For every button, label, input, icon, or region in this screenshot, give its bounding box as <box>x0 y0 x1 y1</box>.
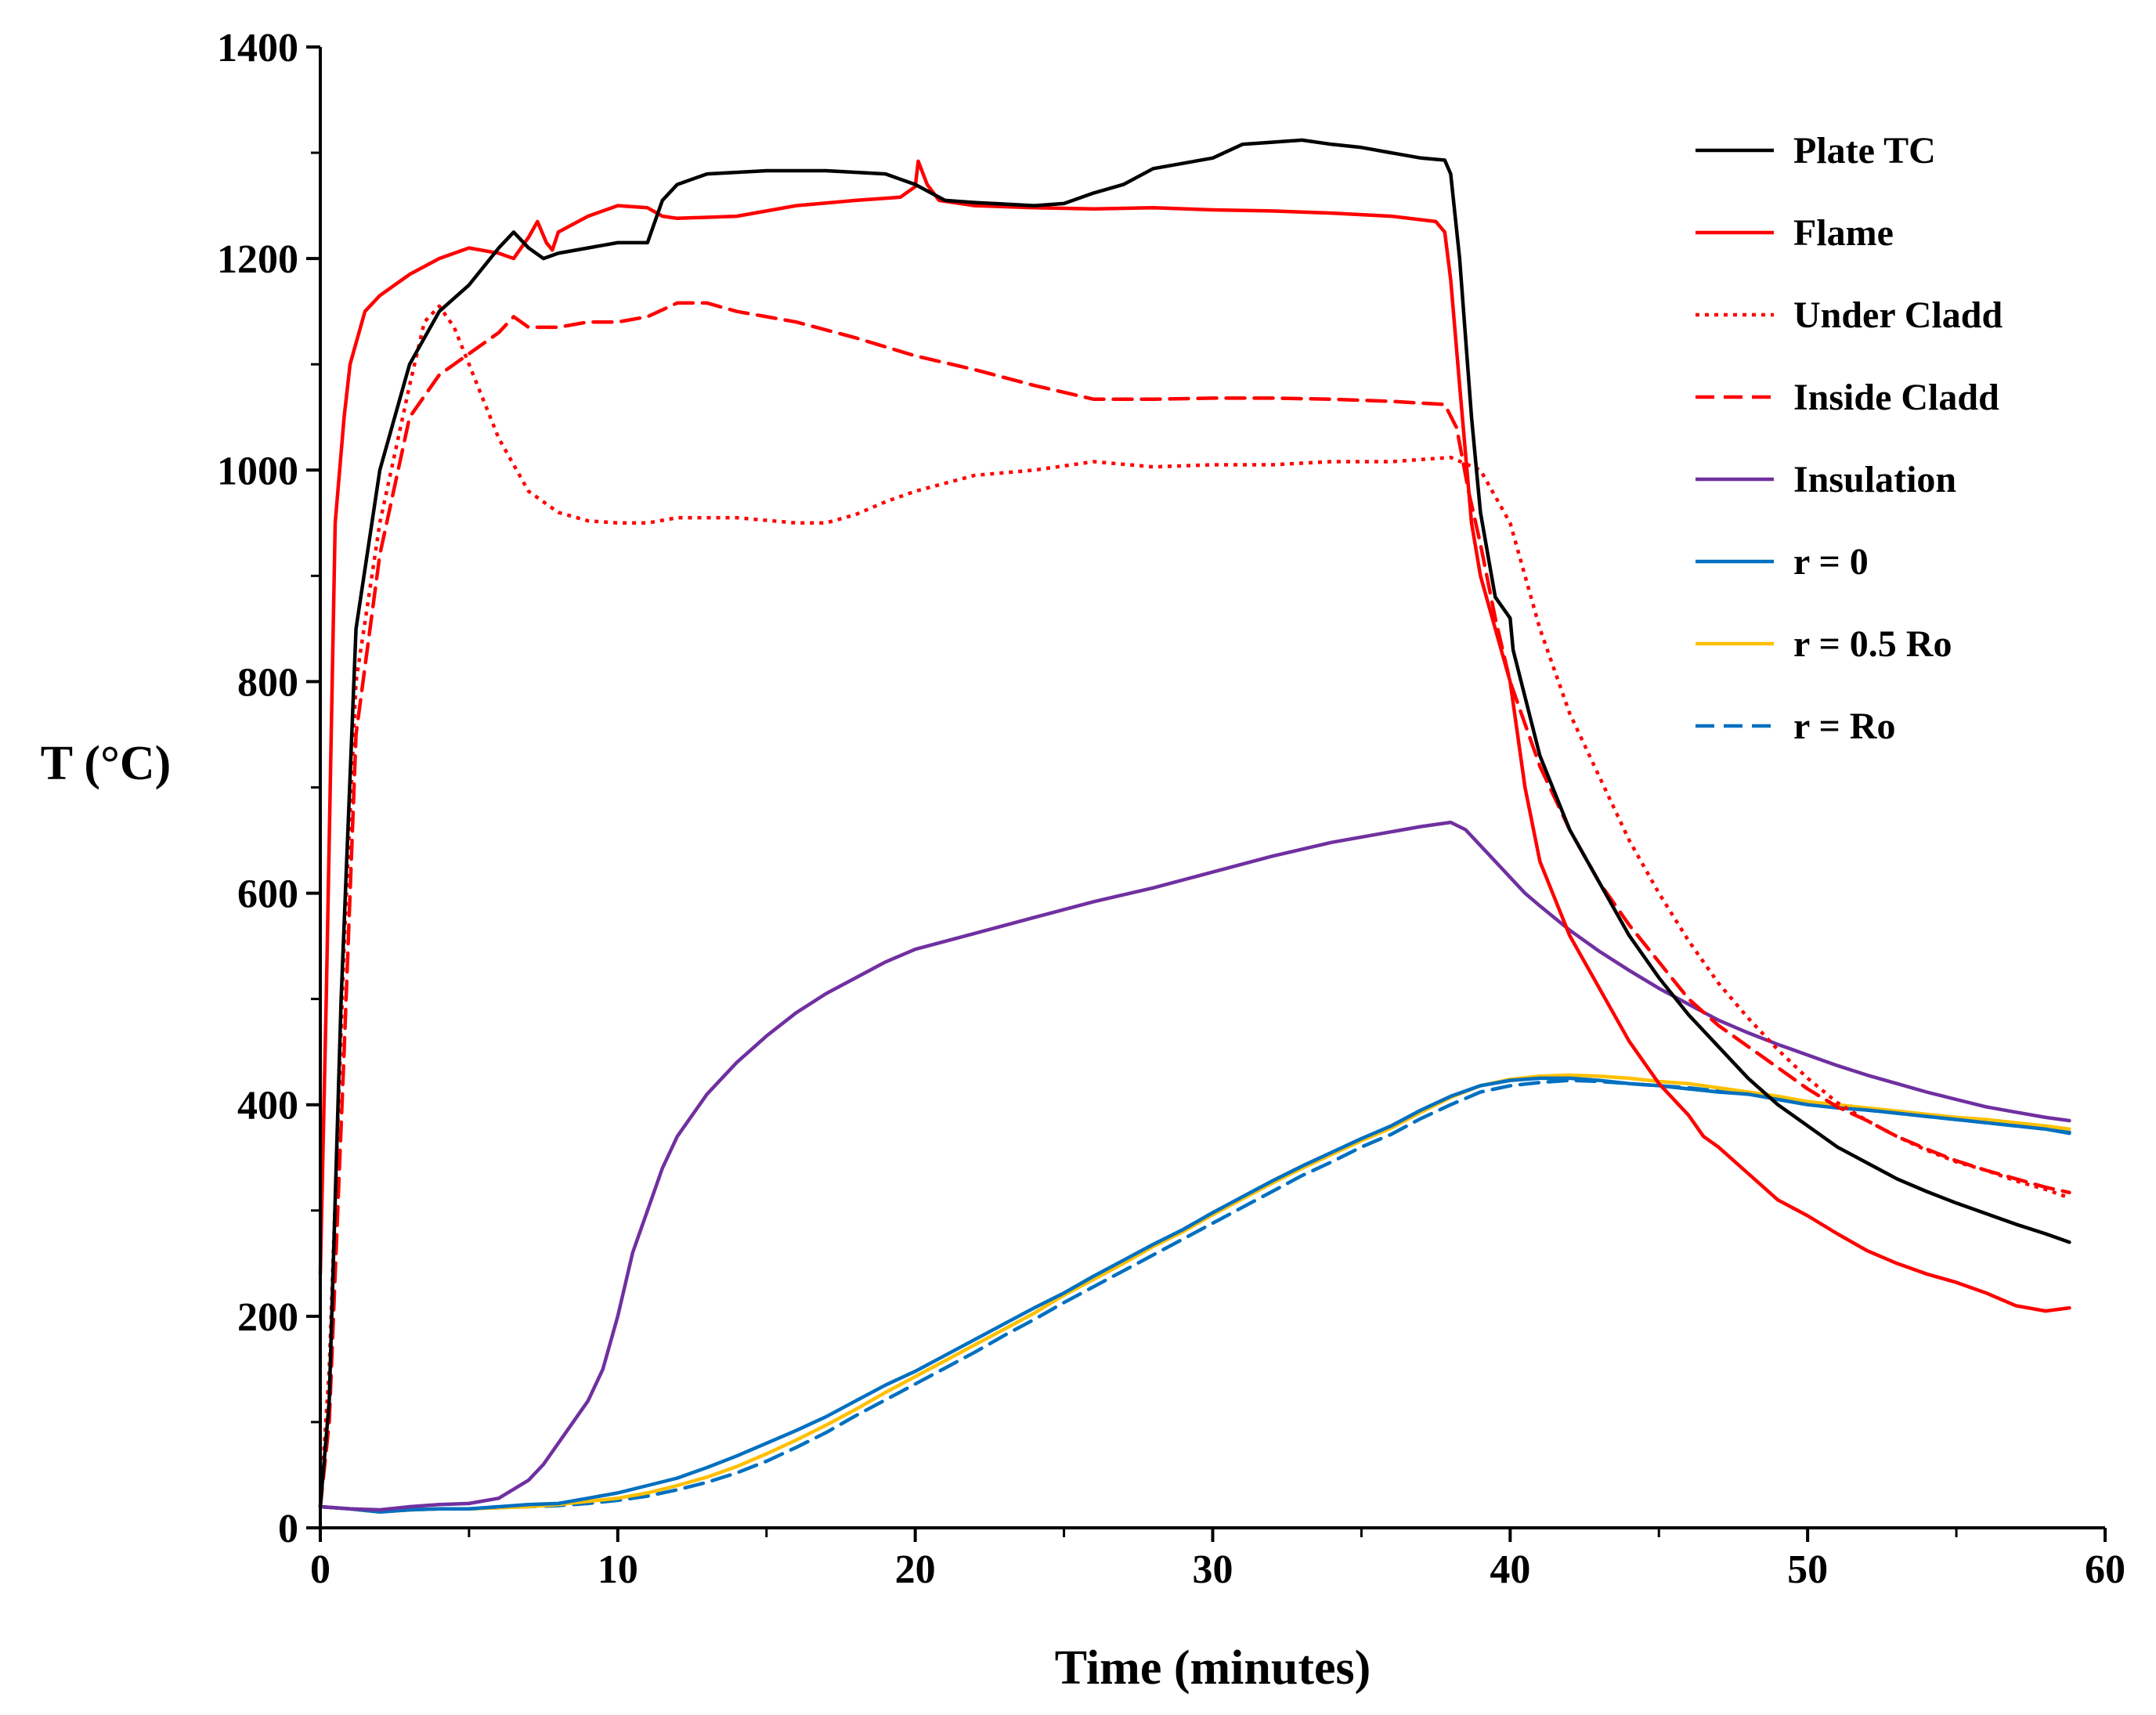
y-tick-label: 600 <box>237 872 298 917</box>
legend-label: Insulation <box>1793 459 1956 500</box>
y-tick-label: 1000 <box>217 449 298 493</box>
series-line-r-0 <box>318 1076 2071 1514</box>
x-tick-label: 60 <box>2085 1547 2125 1592</box>
legend-label: Under Cladd <box>1793 294 2003 336</box>
series-layer <box>318 138 2071 1514</box>
x-tick-label: 10 <box>598 1547 638 1592</box>
x-tick-label: 20 <box>895 1547 936 1592</box>
y-tick-label: 800 <box>237 660 298 705</box>
series-line-r-0-5-ro <box>318 1073 2071 1514</box>
x-tick-label: 40 <box>1490 1547 1530 1592</box>
series-line-flame <box>318 159 2071 1313</box>
series-line-plate-tc <box>318 138 2071 1509</box>
x-tick-label: 0 <box>310 1547 330 1592</box>
series-line-insulation <box>318 820 2071 1512</box>
series-line-inside-cladd <box>318 301 2071 1509</box>
legend-label: Flame <box>1793 212 1894 254</box>
series-line-under-cladd <box>318 304 2071 1507</box>
y-tick-label: 0 <box>278 1507 298 1551</box>
legend-label: r = Ro <box>1793 706 1895 747</box>
legend-label: Inside Cladd <box>1793 377 1999 418</box>
legend-label: Plate TC <box>1793 130 1936 172</box>
legend-label: r = 0.5 Ro <box>1793 623 1952 665</box>
y-axis-title: T (°C) <box>41 737 172 790</box>
x-tick-label: 30 <box>1193 1547 1233 1592</box>
x-tick-label: 50 <box>1787 1547 1828 1592</box>
y-tick-label: 400 <box>237 1084 298 1128</box>
legend: Plate TC Flame Under Cladd Inside Cladd Insu… <box>1696 130 2003 747</box>
x-axis-title: Time (minutes) <box>1055 1641 1371 1695</box>
y-tick-label: 1200 <box>217 237 298 282</box>
legend-label: r = 0 <box>1793 541 1869 583</box>
y-tick-label: 1400 <box>217 26 298 70</box>
y-tick-label: 200 <box>237 1295 298 1340</box>
